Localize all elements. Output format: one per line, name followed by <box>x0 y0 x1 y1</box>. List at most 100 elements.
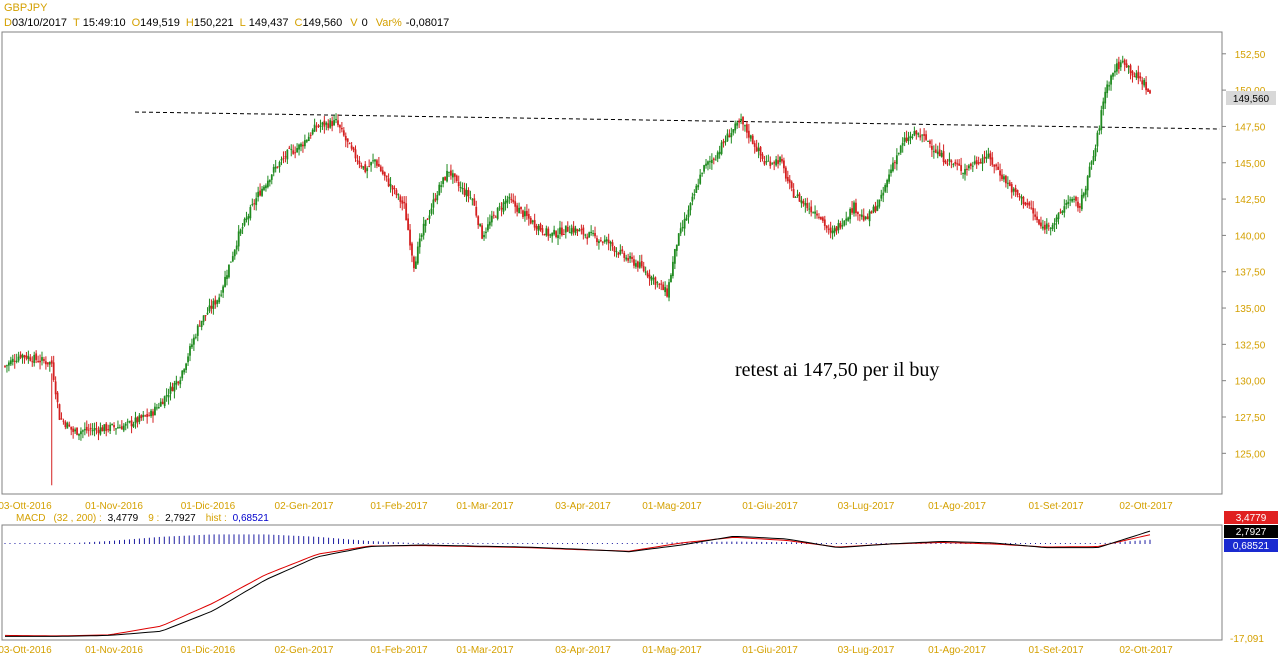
candle-body <box>851 208 853 213</box>
info-close: 149,560 <box>302 17 342 29</box>
candle-body <box>403 201 406 204</box>
candle-body <box>716 152 719 159</box>
candle-body <box>968 165 970 169</box>
candle-body <box>578 229 581 232</box>
candle-body <box>640 261 643 267</box>
candle-body <box>759 146 762 156</box>
candle-body <box>1010 184 1013 193</box>
price-tick-label: 132,50 <box>1235 340 1266 351</box>
candle-body <box>459 187 462 189</box>
candle-body <box>635 263 637 267</box>
candle-body <box>56 392 59 403</box>
candle-body <box>808 208 811 210</box>
candle-body <box>605 239 608 242</box>
candle-body <box>379 166 382 172</box>
macd-hist-label: hist <box>206 513 222 524</box>
candle-body <box>226 275 228 280</box>
candle-body <box>54 381 57 395</box>
candle-body <box>196 325 199 336</box>
candle-body <box>446 170 448 182</box>
candle-body <box>1041 226 1044 229</box>
candle-body <box>488 221 491 226</box>
candle-body <box>619 250 622 255</box>
candle-body <box>83 428 86 431</box>
candle-body <box>561 227 563 236</box>
candle-body <box>257 191 260 198</box>
candle-body <box>76 427 78 435</box>
candle-body <box>740 118 742 121</box>
candle-body <box>177 381 180 384</box>
candle-body <box>1006 182 1009 184</box>
candle-body <box>1018 196 1021 198</box>
candle-body <box>492 214 495 216</box>
candle-body <box>381 170 384 174</box>
candle-body <box>592 233 594 235</box>
candle-body <box>169 386 172 394</box>
macd-signal-value: 2,7927 <box>165 513 196 524</box>
candle-body <box>467 189 470 197</box>
candle-body <box>502 202 505 212</box>
candle-body <box>224 276 226 287</box>
candle-body <box>524 211 526 217</box>
candle-body <box>516 205 519 212</box>
candle-body <box>157 407 160 409</box>
candle-body <box>929 140 931 144</box>
candle-body <box>385 175 388 178</box>
candle-body <box>187 356 189 363</box>
time-tick-label: 03-Ott-2016 <box>0 645 52 656</box>
candle-body <box>705 163 707 166</box>
candle-body <box>915 130 918 135</box>
candle-body <box>1106 84 1109 94</box>
candle-body <box>820 216 822 220</box>
candle-body <box>1112 72 1114 77</box>
candle-body <box>792 189 795 198</box>
candle-body <box>1139 76 1142 79</box>
time-tick-label: 01-Mag-2017 <box>642 645 702 656</box>
candle-body <box>557 235 559 239</box>
candle-body <box>973 161 976 164</box>
candle-body <box>728 135 731 138</box>
candle-body <box>1014 188 1017 193</box>
candle-body <box>140 415 143 419</box>
candle-body <box>1069 199 1072 201</box>
candle-body <box>660 283 663 285</box>
candle-body <box>35 353 38 360</box>
candle-body <box>607 239 610 244</box>
candle-body <box>1045 223 1048 229</box>
candle-body <box>372 160 374 162</box>
candle-body <box>989 153 992 160</box>
candle-body <box>765 161 768 163</box>
candle-body <box>231 256 234 262</box>
time-tick-label: 01-Mar-2017 <box>456 501 514 512</box>
candle-body <box>315 126 318 128</box>
candle-body <box>894 162 896 164</box>
time-tick-label: 03-Ott-2016 <box>0 501 52 512</box>
candle-body <box>138 415 141 422</box>
candles <box>4 55 1151 486</box>
candle-body <box>617 252 620 255</box>
candle-body <box>155 407 158 409</box>
candle-body <box>333 120 335 126</box>
candle-body <box>1008 182 1011 186</box>
candle-body <box>921 134 924 136</box>
candle-body <box>214 299 217 305</box>
candle-body <box>664 287 667 293</box>
candle-body <box>636 261 639 268</box>
info-vol: 0 <box>362 17 368 29</box>
signal-box-value: 2,7927 <box>1236 527 1267 538</box>
candle-body <box>192 337 195 345</box>
candle-body <box>537 225 540 231</box>
candle-body <box>934 149 937 153</box>
candle-body <box>693 193 696 196</box>
candle-body <box>41 357 43 361</box>
candle-body <box>909 135 912 139</box>
candle-body <box>999 170 1001 176</box>
candle-body <box>292 150 295 154</box>
candle-body <box>892 162 894 172</box>
candle-body <box>352 147 355 150</box>
candle-body <box>259 190 261 196</box>
candle-body <box>788 179 791 183</box>
candle-body <box>650 276 653 281</box>
info-date-key: D <box>4 17 12 29</box>
